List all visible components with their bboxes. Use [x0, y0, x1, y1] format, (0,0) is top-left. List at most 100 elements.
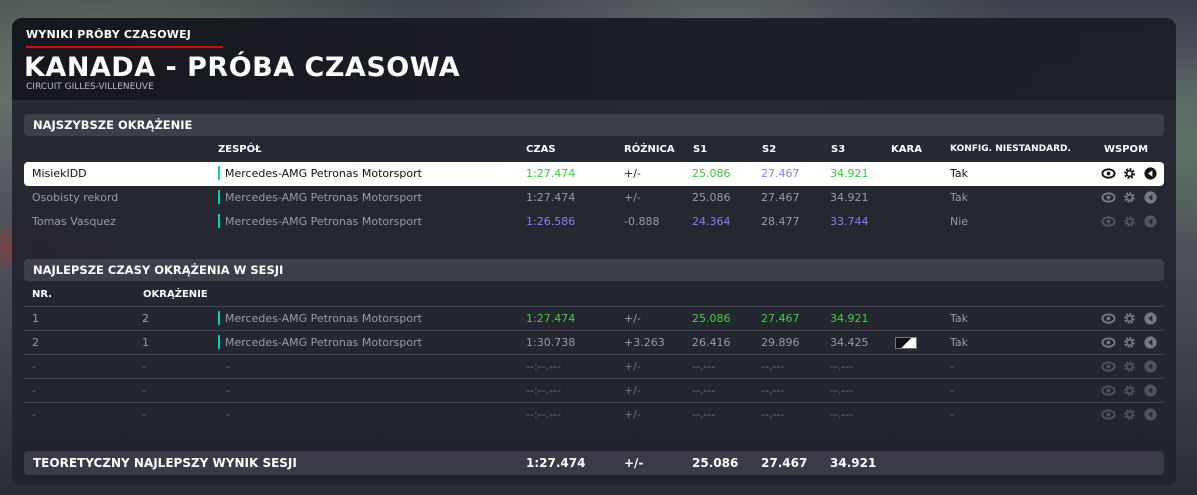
lap-diff: +/-	[624, 408, 641, 421]
lap-time: 1:27.474	[526, 167, 576, 180]
lap-count: -	[142, 384, 146, 397]
gear-icon[interactable]	[1122, 335, 1137, 350]
col-config: KONFIG. NIESTANDARD.	[950, 144, 1071, 154]
eye-icon[interactable]	[1101, 335, 1116, 350]
replay-icon	[1143, 383, 1158, 398]
replay-icon[interactable]	[1143, 190, 1158, 205]
gear-icon[interactable]	[1122, 166, 1137, 181]
col-replay: WSPOM	[1104, 144, 1149, 155]
lap-number: -	[32, 360, 36, 373]
divider	[24, 330, 1164, 331]
team-name: Mercedes-AMG Petronas Motorsport	[218, 162, 422, 186]
gear-icon	[1122, 383, 1137, 398]
sector-3: --.---	[830, 384, 854, 397]
fastest-lap-section-title: NAJSZYBSZE OKRĄŻENIE	[24, 114, 1164, 136]
team-name: -	[226, 360, 230, 373]
replay-icon[interactable]	[1143, 166, 1158, 181]
replay-icon[interactable]	[1143, 311, 1158, 326]
table-row[interactable]: Tomas Vasquez Mercedes-AMG Petronas Moto…	[24, 210, 1164, 234]
lap-diff: +3.263	[624, 336, 665, 349]
eye-icon[interactable]	[1101, 311, 1116, 326]
table-row[interactable]: Osobisty rekord Mercedes-AMG Petronas Mo…	[24, 186, 1164, 210]
replay-icon	[1143, 407, 1158, 422]
eye-icon[interactable]	[1101, 190, 1116, 205]
sector-1: --.---	[692, 360, 716, 373]
sector-3: --.---	[830, 408, 854, 421]
table-row: - - - --:--.--- +/- --.--- --.--- --.---…	[24, 379, 1164, 403]
lap-number: -	[32, 408, 36, 421]
lap-count: 2	[142, 312, 149, 325]
row-actions	[1101, 190, 1158, 205]
team-name: -	[226, 408, 230, 421]
team-color-bar	[218, 311, 220, 325]
divider	[24, 378, 1164, 379]
penalty-flag	[895, 331, 917, 355]
sector-1: 26.416	[692, 336, 731, 349]
row-actions	[1101, 383, 1158, 398]
lap-count: -	[142, 360, 146, 373]
eye-icon	[1101, 383, 1116, 398]
gear-icon[interactable]	[1122, 190, 1137, 205]
sector-2: 27.467	[761, 191, 800, 204]
divider	[24, 306, 1164, 307]
lap-time: --:--.---	[526, 360, 561, 373]
theoretical-time: 1:27.474	[526, 456, 586, 470]
row-actions	[1101, 359, 1158, 374]
table-row: - - - --:--.--- +/- --.--- --.--- --.---…	[24, 403, 1164, 427]
lap-time: 1:26.586	[526, 215, 576, 228]
sector-2: 27.467	[761, 312, 800, 325]
lap-diff: +/-	[624, 167, 641, 180]
header-kicker: WYNIKI PRÓBY CZASOWEJ	[26, 28, 192, 41]
theoretical-best-bar: TEORETYCZNY NAJLEPSZY WYNIK SESJI 1:27.4…	[24, 451, 1164, 475]
table-row[interactable]: 1 2 Mercedes-AMG Petronas Motorsport 1:2…	[24, 307, 1164, 331]
replay-icon[interactable]	[1143, 335, 1158, 350]
col-time: CZAS	[526, 144, 556, 155]
lap-diff: +/-	[624, 312, 641, 325]
gear-icon[interactable]	[1122, 311, 1137, 326]
config-value: Tak	[950, 336, 969, 349]
lap-number: -	[32, 384, 36, 397]
sector-3: --.---	[830, 360, 854, 373]
team-name: Mercedes-AMG Petronas Motorsport	[218, 186, 422, 210]
driver-name: MisiekIDD	[32, 167, 87, 180]
lap-time: 1:30.738	[526, 336, 576, 349]
eye-icon[interactable]	[1101, 166, 1116, 181]
divider	[24, 402, 1164, 403]
team-name: Mercedes-AMG Petronas Motorsport	[218, 307, 422, 331]
team-color-bar	[218, 335, 220, 349]
lap-diff: +/-	[624, 191, 641, 204]
config-value: Tak	[950, 167, 969, 180]
sector-3: 34.425	[830, 336, 869, 349]
divider	[24, 354, 1164, 355]
config-value: -	[950, 408, 954, 421]
lap-number: 2	[32, 336, 39, 349]
col-lap: OKRĄŻENIE	[143, 289, 208, 300]
sector-1: 25.086	[692, 312, 731, 325]
team-color-bar	[218, 190, 220, 204]
col-penalty: KARA	[891, 144, 922, 155]
gear-icon	[1122, 407, 1137, 422]
table-row[interactable]: MisiekIDD Mercedes-AMG Petronas Motorspo…	[24, 162, 1164, 186]
lap-diff: -0.888	[624, 215, 660, 228]
driver-name: Osobisty rekord	[32, 191, 119, 204]
header: WYNIKI PRÓBY CZASOWEJ KANADA - PRÓBA CZA…	[12, 18, 1176, 100]
session-laps-section-title: NAJLEPSZE CZASY OKRĄŻENIA W SESJI	[24, 259, 1164, 281]
row-actions	[1101, 214, 1158, 229]
row-actions	[1101, 407, 1158, 422]
sector-1: --.---	[692, 384, 716, 397]
sector-3: 34.921	[830, 167, 869, 180]
lap-number: 1	[32, 312, 39, 325]
config-value: Tak	[950, 312, 969, 325]
config-value: -	[950, 384, 954, 397]
config-value: Tak	[950, 191, 969, 204]
lap-time: --:--.---	[526, 384, 561, 397]
eye-icon	[1101, 407, 1116, 422]
eye-icon	[1101, 359, 1116, 374]
table-row[interactable]: 2 1 Mercedes-AMG Petronas Motorsport 1:3…	[24, 331, 1164, 355]
team-name: Mercedes-AMG Petronas Motorsport	[218, 331, 422, 355]
config-value: -	[950, 360, 954, 373]
sector-2: --.---	[761, 408, 785, 421]
sector-2: --.---	[761, 360, 785, 373]
lap-diff: +/-	[624, 360, 641, 373]
lap-time: --:--.---	[526, 408, 561, 421]
